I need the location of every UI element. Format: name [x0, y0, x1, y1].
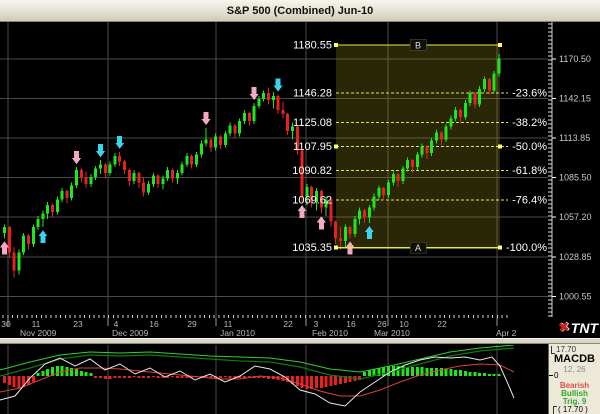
svg-text:1085.50: 1085.50 — [559, 173, 592, 183]
fib-price-label: 1069.62 — [292, 194, 332, 206]
signal-red-line — [0, 363, 515, 397]
signal-pink-down-arrow-icon — [249, 86, 259, 100]
chart-title: S&P 500 (Combined) Jun-10 — [226, 4, 374, 17]
fast-green-line — [0, 345, 515, 373]
indicator-name[interactable]: MACDB — [554, 353, 595, 365]
signal-cyan-down-arrow-icon — [96, 144, 105, 158]
svg-text:Jan 2010: Jan 2010 — [220, 328, 255, 338]
svg-text:22: 22 — [283, 319, 293, 329]
svg-text:11: 11 — [224, 319, 233, 329]
svg-text:29: 29 — [187, 319, 197, 329]
svg-text:3: 3 — [314, 319, 319, 329]
fib-price-label: 1125.08 — [293, 117, 332, 129]
indicator-zero-tick — [549, 375, 553, 376]
indicator-legend[interactable]: 17.70 MACDB 12, 26 0 Bearish Bullish Tri… — [548, 344, 600, 414]
svg-text:22: 22 — [437, 319, 447, 329]
svg-text:1000.55: 1000.55 — [559, 291, 592, 301]
tnt-logo-x-icon: ✖ — [556, 318, 571, 337]
fib-percent-label: -76.4% — [512, 194, 547, 206]
fib-handle[interactable] — [334, 245, 338, 250]
signal-pink-up-arrow-icon — [0, 241, 9, 255]
svg-text:1028.85: 1028.85 — [559, 252, 592, 262]
svg-text:23: 23 — [73, 319, 83, 329]
indicator-current-value: ( 17.70 ) — [553, 405, 588, 414]
fib-price-label: 1146.28 — [293, 87, 332, 99]
slow-green-line — [0, 347, 515, 380]
svg-text:10: 10 — [399, 319, 409, 329]
svg-text:11: 11 — [32, 319, 41, 329]
signal-cyan-down-arrow-icon — [115, 135, 125, 149]
fib-percent-label: -38.2% — [512, 117, 547, 129]
fib-percent-label: -100.0% — [506, 242, 547, 254]
fib-percent-label: -50.0% — [512, 141, 547, 153]
svg-text:B: B — [415, 40, 421, 50]
fib-percent-label: -61.8% — [512, 165, 547, 177]
fib-price-label: 1090.82 — [292, 165, 332, 177]
svg-text:30: 30 — [1, 319, 11, 329]
date-axis[interactable]: 30 11 23 4 16 29 11 22 3 16 26 10 22 Nov 2009 Dec 2009… — [1, 315, 517, 338]
signal-cyan-up-arrow-icon — [364, 226, 374, 240]
svg-text:Apr 2: Apr 2 — [496, 328, 517, 338]
indicator-legend-bullish: Bullish — [561, 389, 588, 398]
fib-price-label: 1035.35 — [292, 242, 332, 254]
svg-text:Dec 2009: Dec 2009 — [112, 328, 149, 338]
price-axis[interactable]: 1170.50 1142.15 1113.85 1085.50 1057.20 1028.… — [548, 22, 592, 318]
tnt-logo-text: TNT — [570, 319, 598, 336]
tnt-logo: ✖ TNT — [546, 317, 600, 338]
svg-text:Nov 2009: Nov 2009 — [20, 328, 57, 338]
fib-percent-label: -23.6% — [512, 87, 547, 99]
indicator-zero-label: 0 — [554, 371, 559, 380]
signal-cyan-down-arrow-icon — [273, 78, 283, 92]
svg-text:1113.85: 1113.85 — [559, 133, 590, 143]
svg-text:Mar 2010: Mar 2010 — [374, 328, 410, 338]
chart-title-bar: S&P 500 (Combined) Jun-10 — [0, 0, 600, 22]
svg-text:1170.50: 1170.50 — [559, 54, 591, 64]
signal-cyan-up-arrow-icon — [38, 230, 48, 244]
svg-text:1142.15: 1142.15 — [559, 94, 591, 104]
svg-text:16: 16 — [149, 319, 159, 329]
indicator-legend-trigger: Trig. 9 — [562, 397, 587, 406]
indicator-grid — [7, 345, 498, 414]
svg-text:16: 16 — [346, 319, 356, 329]
panel-separator[interactable] — [0, 338, 600, 344]
macd-white-line — [0, 356, 515, 407]
indicator-params: 12, 26 — [563, 365, 586, 374]
fib-handle[interactable] — [334, 42, 338, 47]
fib-handle[interactable] — [498, 42, 502, 47]
svg-text:4: 4 — [114, 319, 119, 329]
fib-handle[interactable] — [498, 144, 502, 149]
svg-text:26: 26 — [377, 319, 387, 329]
svg-text:A: A — [415, 243, 421, 253]
svg-text:1057.20: 1057.20 — [559, 212, 592, 222]
indicator-scale-top: 17.70 — [551, 345, 576, 354]
signal-pink-down-arrow-icon — [201, 112, 211, 126]
fibonacci-tool[interactable]: B A 1180.55 1146.28 -23.6% 1125.08 -38.2% 1107.… — [292, 39, 547, 254]
signal-pink-up-arrow-icon — [297, 205, 307, 219]
indicator-legend-bearish: Bearish — [559, 381, 590, 390]
candles-layer — [3, 54, 501, 278]
fib-price-label: 1107.95 — [293, 141, 332, 153]
svg-text:Feb 2010: Feb 2010 — [312, 328, 348, 338]
signal-pink-up-arrow-icon — [316, 216, 326, 230]
fib-price-label: 1180.55 — [293, 39, 332, 51]
fib-handle[interactable] — [498, 245, 502, 250]
signal-pink-down-arrow-icon — [72, 151, 81, 165]
fib-handle[interactable] — [334, 144, 338, 149]
